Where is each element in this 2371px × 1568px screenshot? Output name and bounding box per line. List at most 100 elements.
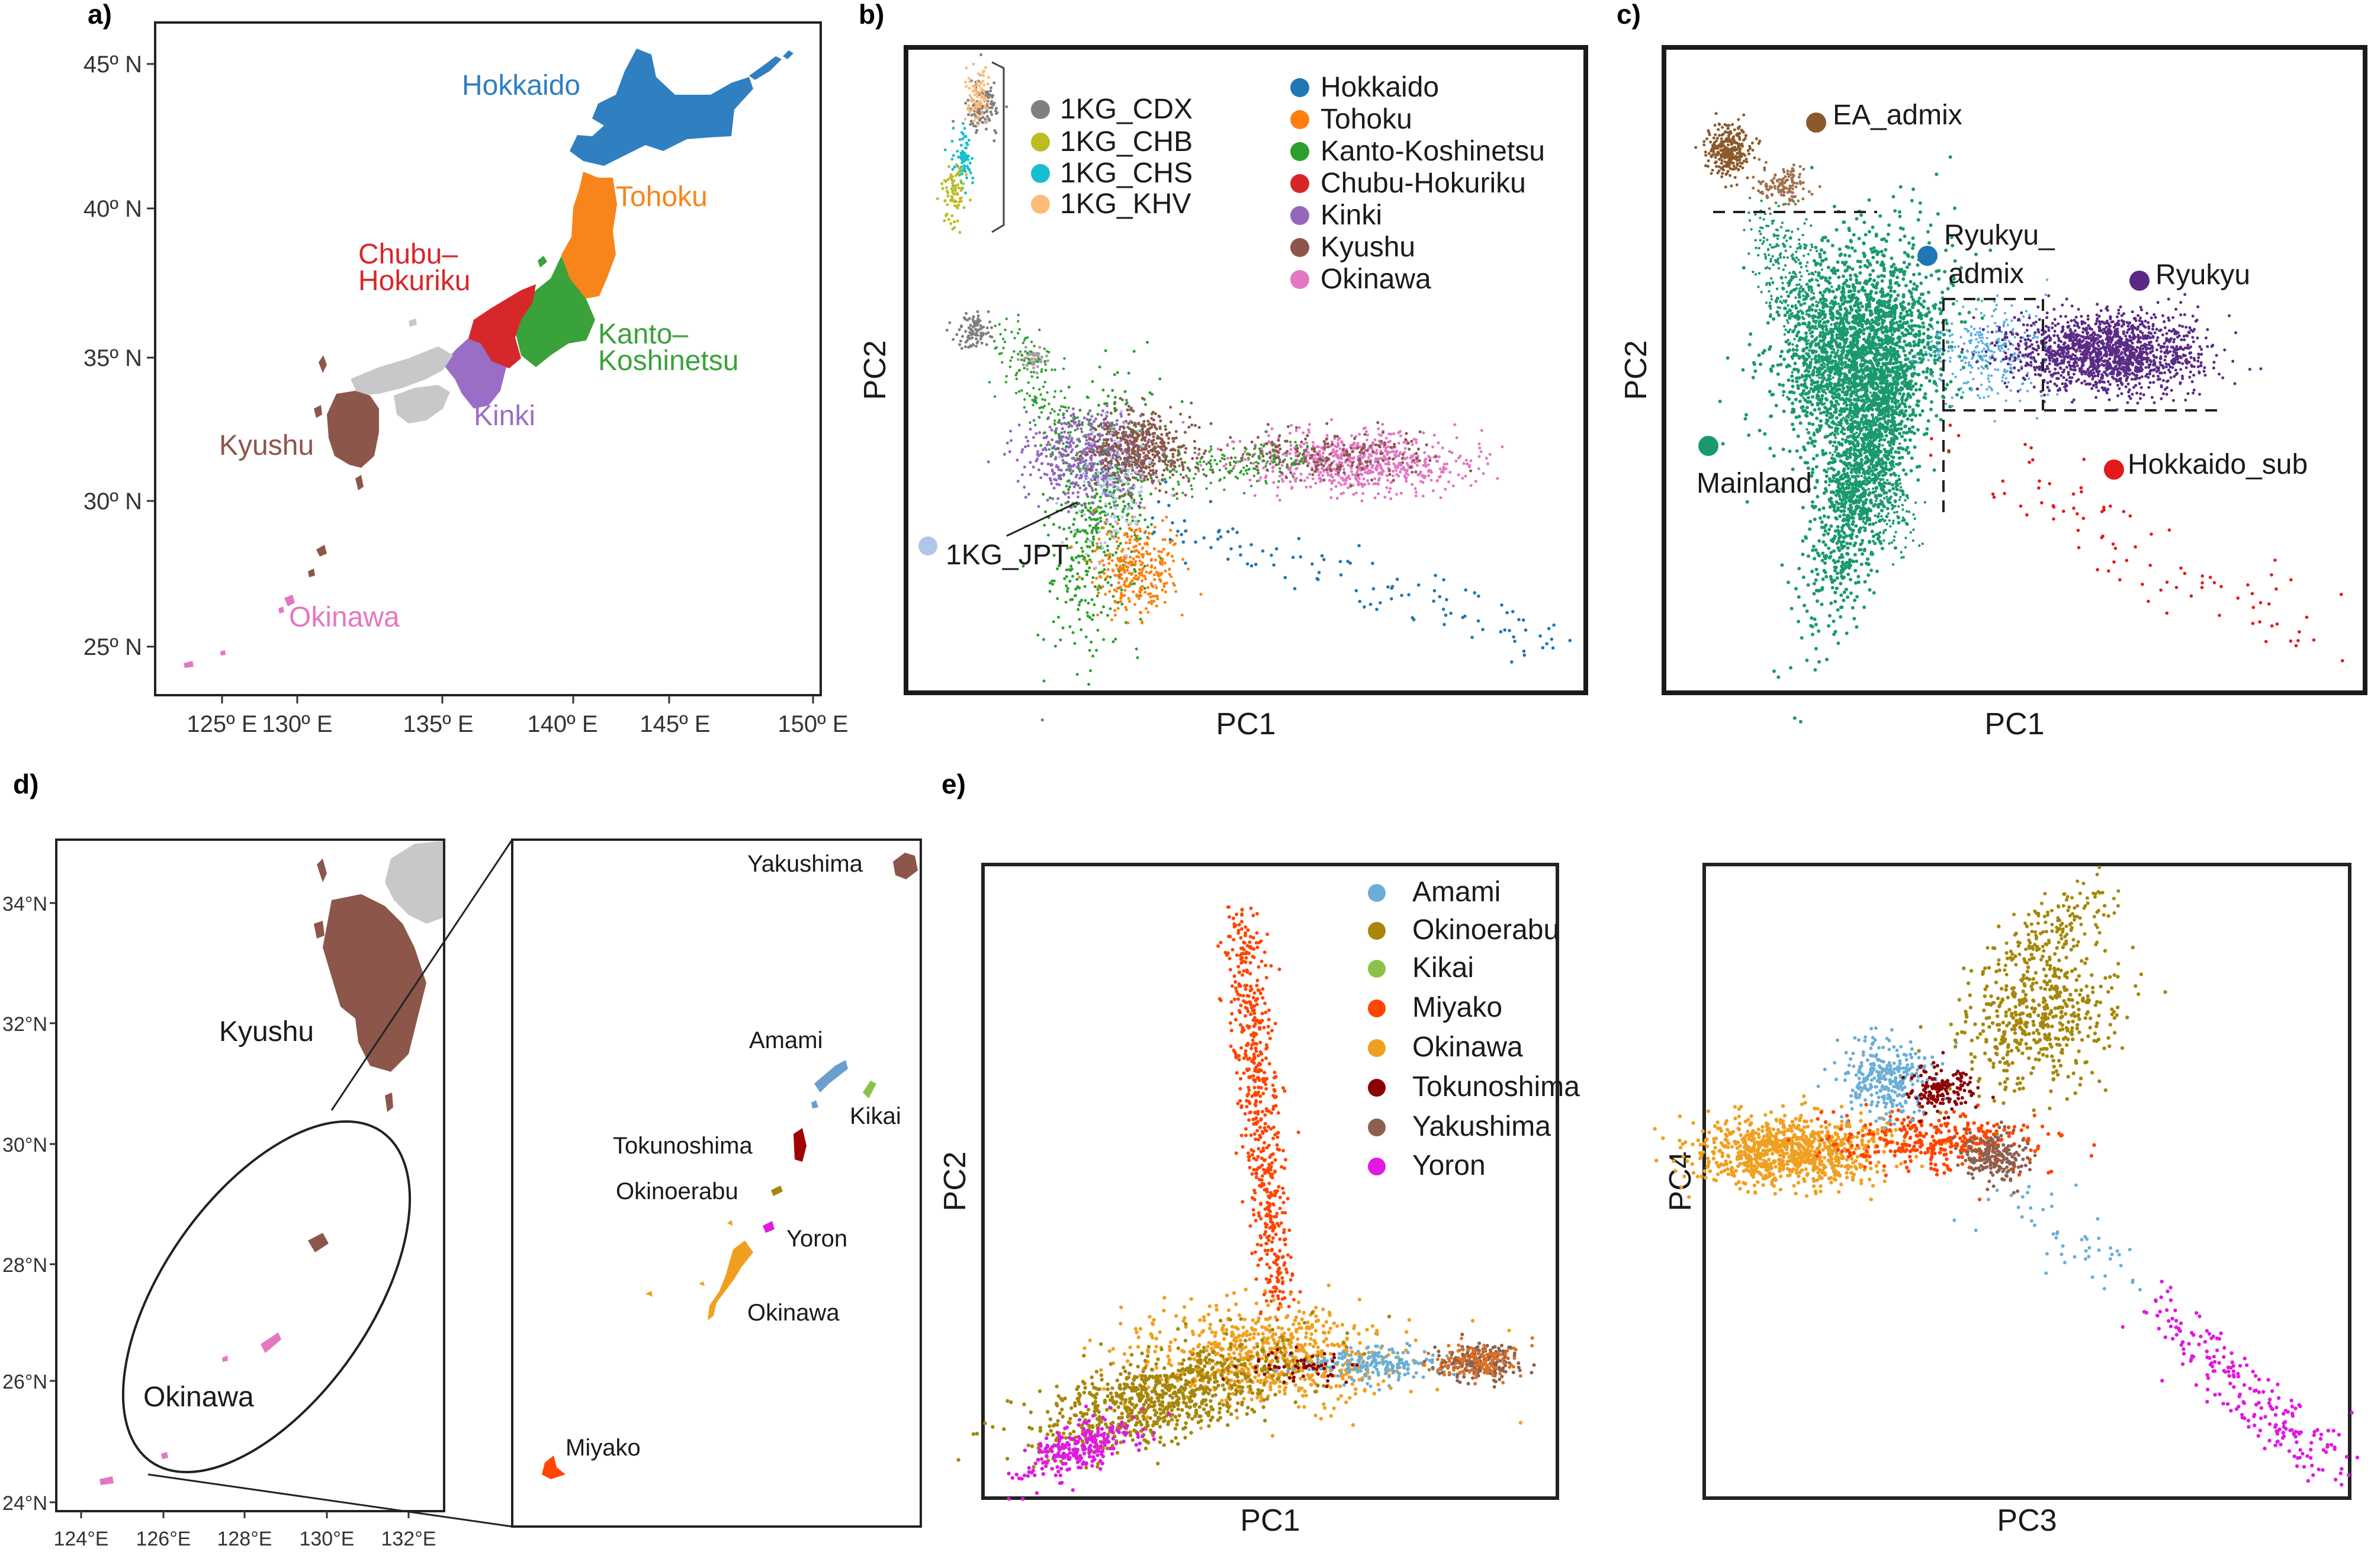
point-kyushu	[1124, 441, 1127, 444]
point-mainland	[1768, 345, 1772, 349]
point-tohoku	[1113, 609, 1117, 612]
point-kinki	[1045, 448, 1048, 452]
point-okinawa	[1406, 464, 1410, 467]
point-kanto	[1084, 570, 1088, 573]
point-ea-admix	[1759, 182, 1762, 185]
point-chubu	[1273, 457, 1276, 460]
point-tohoku	[1140, 563, 1143, 566]
point-okinawa	[1311, 477, 1315, 481]
point-ea-admix	[1785, 178, 1789, 182]
point-kinki	[1080, 503, 1084, 507]
point-ea-admix	[1714, 139, 1718, 143]
point-kanto	[1077, 608, 1080, 611]
point-tohoku	[1107, 562, 1111, 565]
point-1kg-cdx	[972, 315, 975, 319]
point-ea-admix	[1810, 192, 1814, 196]
point-kinki	[1060, 422, 1064, 426]
point-tohoku	[1124, 561, 1127, 564]
point-ea-admix	[1789, 173, 1792, 176]
point-1kg-cdx	[955, 333, 959, 336]
point-okinawa	[1290, 423, 1293, 427]
point-kanto	[1081, 550, 1085, 553]
point-kyushu	[1151, 410, 1155, 414]
point-kinki	[1032, 465, 1035, 469]
point-mainland	[1795, 344, 1799, 348]
point-kinki	[1139, 501, 1142, 505]
point-ea-admix	[1788, 197, 1791, 201]
point-ea-admix	[1694, 146, 1698, 149]
point-kyushu	[1409, 465, 1412, 469]
point-tohoku	[1127, 571, 1131, 575]
point-tohoku	[1101, 585, 1104, 589]
point-tohoku	[1136, 578, 1139, 581]
point-kanto	[1111, 525, 1114, 529]
point-okinawa	[1469, 459, 1473, 462]
point-jpt	[1129, 466, 1133, 470]
point-jpt	[1073, 529, 1077, 532]
point-kanto	[1032, 371, 1036, 374]
point-kinki	[1089, 428, 1093, 432]
point-kinki	[1093, 420, 1096, 423]
point-kyushu	[1119, 397, 1122, 400]
point-kanto	[1053, 430, 1057, 433]
point-kanto	[1133, 568, 1136, 571]
point-kyushu	[1142, 420, 1146, 423]
point-ea-admix	[1778, 178, 1781, 181]
point-kyushu	[1141, 425, 1145, 428]
point-1kg-khv	[971, 99, 974, 103]
point-mainland	[1922, 370, 1925, 374]
point-1kg-chs	[1016, 358, 1020, 361]
point-chubu	[1197, 467, 1200, 471]
point-tohoku	[1110, 559, 1114, 563]
point-ea-admix	[1735, 148, 1739, 152]
point-kanto	[1021, 564, 1025, 568]
point-tohoku	[1170, 575, 1173, 579]
point-ea-admix	[1707, 159, 1710, 163]
point-okinawa	[1350, 470, 1353, 473]
point-mainland	[1830, 243, 1835, 248]
point-1kg-chs	[1032, 351, 1035, 355]
point-kyushu	[1136, 445, 1140, 448]
point-1kg-khv	[964, 81, 967, 84]
label-kanto-2: Koshinetsu	[598, 345, 739, 377]
point-mainland	[1911, 187, 1915, 191]
point-kanto	[1137, 519, 1140, 523]
point-1kg-cdx	[958, 343, 962, 346]
point-1kg-cdx	[990, 326, 993, 329]
point-hokkaido	[1254, 563, 1258, 566]
point-jpt	[1098, 562, 1101, 565]
jpt-marker	[918, 536, 937, 555]
point-kinki	[1071, 457, 1074, 460]
point-kyushu	[1368, 444, 1372, 448]
point-kyushu	[1130, 456, 1133, 460]
point-jpt	[1114, 452, 1117, 455]
point-1kg-khv	[983, 106, 987, 110]
point-mainland	[1910, 198, 1914, 203]
point-chubu	[1254, 445, 1257, 448]
point-hokkaido	[1261, 549, 1265, 553]
point-kyushu	[1133, 422, 1137, 426]
point-1kg-cdx	[973, 323, 976, 327]
point-kyushu	[1180, 461, 1184, 464]
point-kanto	[1053, 419, 1056, 422]
point-okinawa	[1454, 460, 1458, 463]
point-mainland	[1817, 283, 1820, 287]
point-1kg-khv	[965, 85, 968, 88]
point-kyushu	[1140, 428, 1144, 431]
point-ea-admix	[1717, 169, 1721, 173]
point-okinawa	[1399, 464, 1403, 467]
point-tohoku	[1078, 576, 1081, 579]
point-tohoku	[1123, 583, 1126, 587]
point-kanto	[1042, 679, 1046, 683]
point-hokkaido	[1538, 634, 1542, 638]
point-kyushu	[1133, 449, 1136, 453]
point-okinawa	[1427, 470, 1430, 473]
point-ea-admix	[1786, 191, 1790, 194]
point-tohoku	[1165, 515, 1168, 519]
point-mainland	[1929, 407, 1933, 412]
point-1kg-chb	[956, 193, 959, 197]
point-chubu	[1245, 448, 1248, 451]
legend-kanto-marker	[1290, 142, 1309, 161]
point-kanto	[1078, 530, 1082, 534]
point-1kg-cdx	[971, 336, 974, 339]
